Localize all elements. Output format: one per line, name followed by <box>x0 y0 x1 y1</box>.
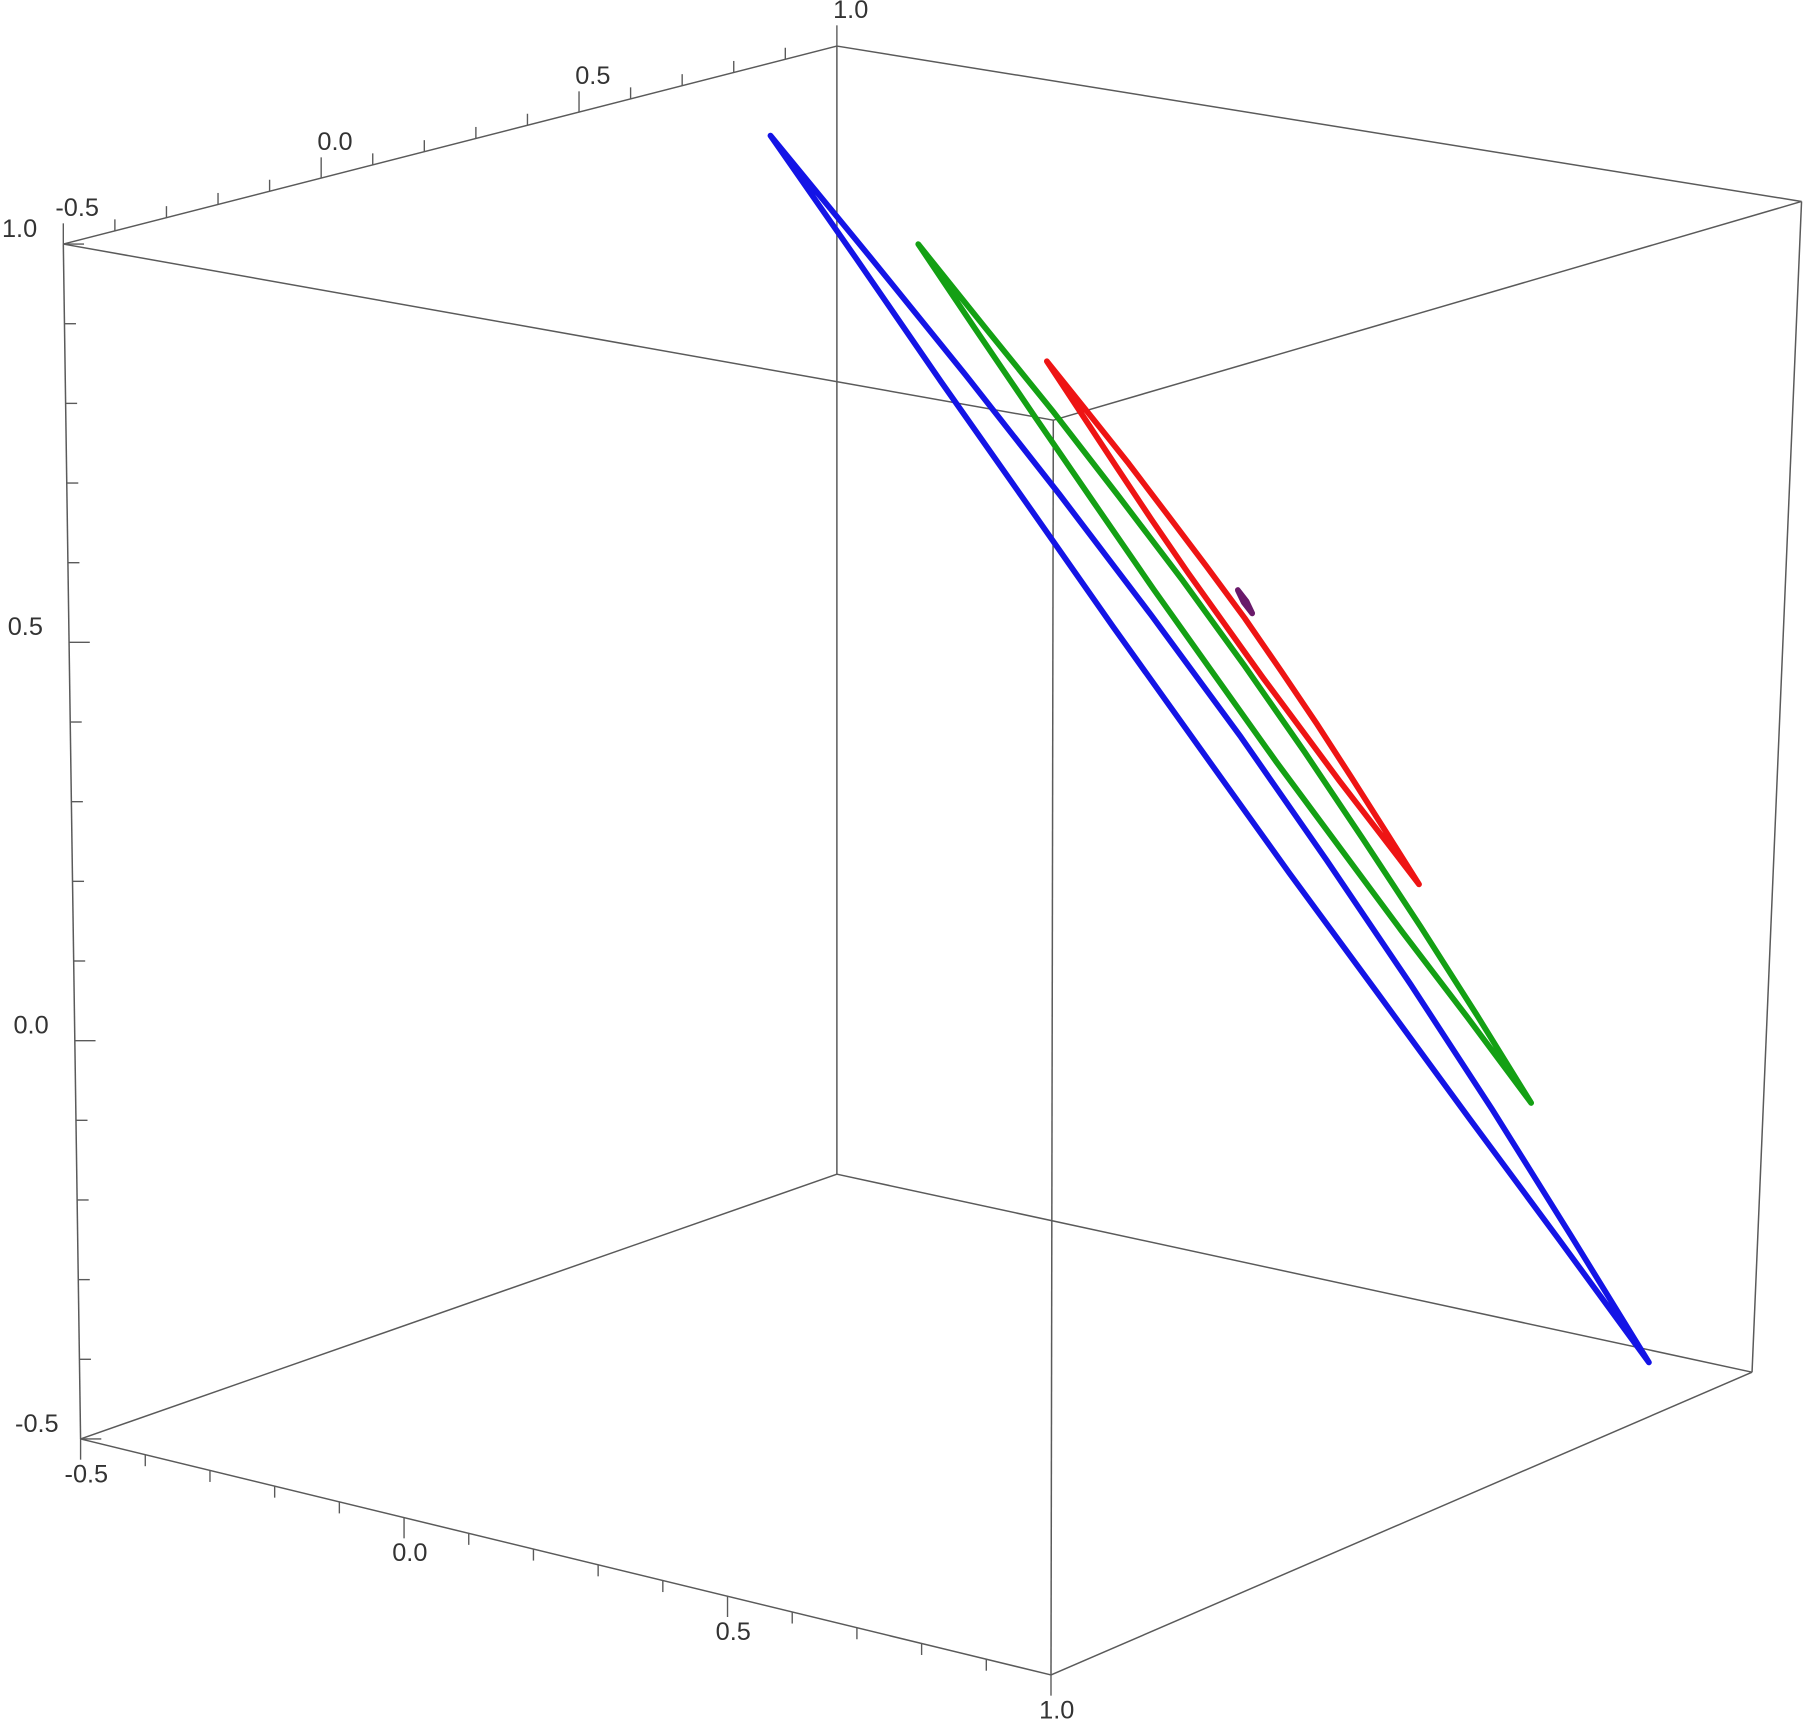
box-edge <box>1751 201 1803 1373</box>
x-tick-label: 0.5 <box>716 1618 751 1646</box>
curves <box>767 132 1652 1366</box>
z-tick-label: 1.0 <box>2 215 37 243</box>
box-edge <box>63 45 838 245</box>
box-edge <box>836 45 1802 203</box>
curve <box>915 241 1535 1106</box>
box-edge <box>62 244 82 1439</box>
y-tick-label: 0.0 <box>317 128 352 156</box>
axes: -0.5 0.0 0.5 1.0 -0.5 0.0 0.5 1.0 -0.5 0.0 0.5 1.0 <box>2 0 1074 1721</box>
y-tick-label: 0.5 <box>575 62 610 90</box>
box-edge <box>80 1173 838 1440</box>
y-tick-label: 1.0 <box>833 0 868 24</box>
y-tick-label: -0.5 <box>55 194 99 222</box>
curve <box>1234 587 1256 617</box>
box-frame <box>62 45 1803 1676</box>
x-tick-label: 0.0 <box>392 1539 427 1567</box>
z-tick-label: 0.5 <box>8 613 43 641</box>
box-edge <box>63 243 1054 421</box>
z-tick-label: -0.5 <box>15 1410 59 1438</box>
curve <box>767 132 1652 1366</box>
box-edge <box>1050 1371 1753 1676</box>
z-tick-label: 0.0 <box>13 1012 48 1040</box>
curve <box>1043 358 1422 888</box>
box-edge <box>1053 200 1802 421</box>
x-tick-label: -0.5 <box>65 1460 109 1488</box>
box-edge <box>80 1438 1052 1676</box>
box-edge <box>1050 420 1055 1675</box>
box-edge <box>836 1173 1753 1373</box>
x-tick-label: 1.0 <box>1039 1696 1074 1721</box>
